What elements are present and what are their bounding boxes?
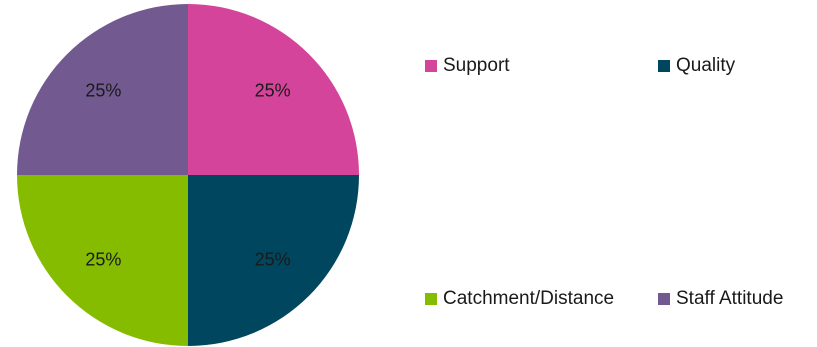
slice-label-support: 25% <box>255 80 291 100</box>
pie-slice-labels: 25% 25% 25% 25% <box>85 80 290 269</box>
legend-swatch-catchment-distance <box>425 293 437 305</box>
legend-item-catchment-distance: Catchment/Distance <box>425 288 614 310</box>
pie-slice-catchment-distance <box>17 175 188 346</box>
legend-label-support: Support <box>443 55 510 76</box>
legend-item-quality: Quality <box>658 55 735 77</box>
legend-label-staff-attitude: Staff Attitude <box>676 288 784 309</box>
pie-slice-staff-attitude <box>17 4 188 175</box>
pie-slice-support <box>188 4 359 175</box>
legend-label-quality: Quality <box>676 55 736 76</box>
legend-swatch-support <box>425 60 437 72</box>
pie-slice-quality <box>188 175 359 346</box>
legend-swatch-staff-attitude <box>658 293 670 305</box>
legend-label-catchment-distance: Catchment/Distance <box>443 288 615 309</box>
slice-label-quality: 25% <box>255 250 291 270</box>
legend-item-support: Support <box>425 55 510 77</box>
slice-label-catchment-distance: 25% <box>85 250 121 270</box>
legend-swatch-quality <box>658 60 670 72</box>
pie-slices <box>17 4 359 346</box>
slice-label-staff-attitude: 25% <box>85 80 121 100</box>
legend-item-staff-attitude: Staff Attitude <box>658 288 783 310</box>
